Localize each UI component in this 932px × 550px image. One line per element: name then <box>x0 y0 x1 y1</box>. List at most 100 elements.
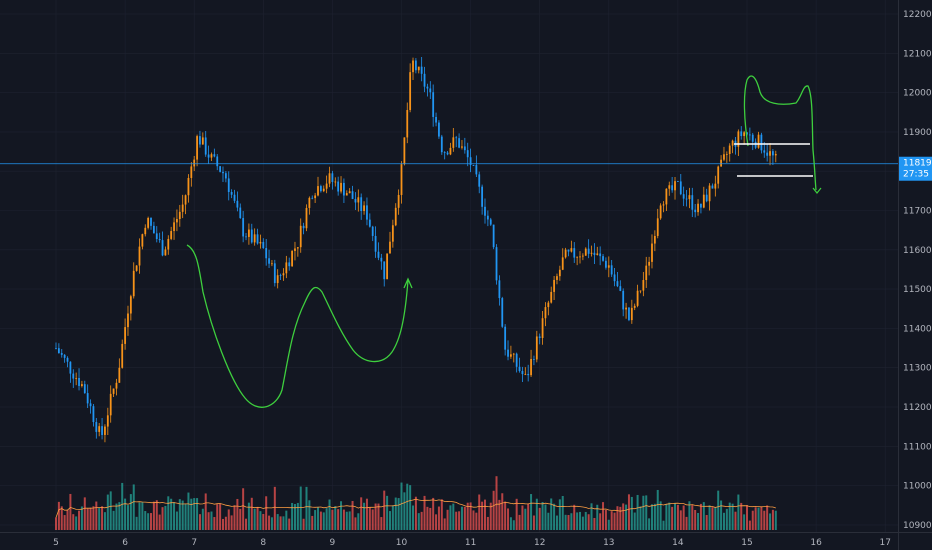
drawing-arrowhead[interactable] <box>403 277 413 289</box>
candle-body <box>319 186 322 192</box>
candle-body <box>253 234 256 243</box>
volume-bar <box>250 497 253 530</box>
time-axis[interactable]: 5 6 7 8 9 10 11 12 13 14 15 16 17 <box>0 532 932 549</box>
candle-body <box>628 307 630 321</box>
candle-body <box>426 86 429 89</box>
candle-body <box>688 195 691 200</box>
volume-bar <box>766 505 769 530</box>
volume-bar <box>331 509 334 530</box>
volume-bar <box>547 512 550 530</box>
candle-body <box>556 276 558 280</box>
volume-bar <box>458 511 461 530</box>
volume-bar <box>112 510 115 530</box>
time-tick-label: 15 <box>741 538 752 548</box>
volume-bar <box>181 500 184 530</box>
candle-body <box>276 275 279 284</box>
volume-bar <box>619 506 622 530</box>
volume-bar <box>72 514 75 530</box>
volume-bar <box>55 517 57 530</box>
volume-bar <box>106 494 109 530</box>
candle-body <box>299 225 302 248</box>
price-tick-label: 12100.0 <box>903 49 932 59</box>
volume-bar <box>751 510 754 530</box>
candle-body <box>164 249 167 256</box>
volume-bar <box>328 499 331 530</box>
candle-body <box>648 261 651 266</box>
volume-bar <box>101 506 104 530</box>
candle-body <box>700 203 702 208</box>
volume-bar <box>754 507 757 530</box>
volume-bar <box>311 515 314 530</box>
candle-body <box>723 154 725 160</box>
volume-bar <box>265 496 268 530</box>
volume-bar <box>337 509 340 530</box>
volume-bar <box>466 502 469 530</box>
volume-bar <box>527 503 530 530</box>
candle-body <box>109 393 112 416</box>
price-tick-label: 11000.0 <box>903 482 932 492</box>
drawing-ears-outline[interactable] <box>743 75 817 191</box>
volume-bar <box>489 502 492 530</box>
countdown-label: 27:35 <box>903 170 929 180</box>
candle-body <box>651 243 653 262</box>
drawing-projection-curve[interactable] <box>186 244 409 408</box>
candle-body <box>455 137 458 139</box>
time-tick-label: 11 <box>465 538 476 548</box>
candle-body <box>633 305 636 308</box>
candle-body <box>412 60 414 73</box>
volume-bar <box>118 502 121 530</box>
volume-bar <box>688 501 691 530</box>
candle-body <box>510 354 512 357</box>
candle-body <box>645 265 648 281</box>
candle-body <box>187 177 190 196</box>
volume-bar <box>541 501 544 530</box>
volume-bar <box>164 505 167 530</box>
candle-body <box>757 134 760 148</box>
candle-body <box>245 236 247 238</box>
candle-body <box>619 286 622 291</box>
volume-bar <box>532 515 535 530</box>
volume-bar <box>178 499 181 530</box>
volume-bar <box>383 490 386 530</box>
volume-bar <box>98 507 101 530</box>
volume-bar <box>674 503 677 530</box>
drawing-arrowhead-2[interactable] <box>812 187 822 194</box>
candle-body <box>204 137 207 155</box>
candle-body <box>129 296 132 314</box>
candle-body <box>714 183 717 189</box>
candle-body <box>132 270 135 297</box>
volume-bar <box>138 502 141 530</box>
candle-body <box>748 134 751 136</box>
candle-body <box>63 354 66 358</box>
candle-body <box>746 132 748 135</box>
candle-body <box>469 157 472 165</box>
candle-body <box>440 136 443 153</box>
drawings[interactable] <box>186 75 822 408</box>
volume-bar <box>708 505 711 530</box>
volume-bar <box>737 494 740 530</box>
volume-bar <box>665 504 668 530</box>
candle-body <box>420 66 423 74</box>
volume-bar <box>115 503 118 530</box>
volume-bar <box>391 505 394 530</box>
candle-body <box>429 88 432 93</box>
candle-body <box>432 92 435 117</box>
volume-bar <box>319 511 322 530</box>
volume-bar <box>443 518 446 530</box>
volume-bar <box>285 510 288 530</box>
candle-body <box>173 222 175 232</box>
time-tick-label: 9 <box>330 538 336 548</box>
candle-body <box>144 227 147 235</box>
volume-bar <box>426 506 429 530</box>
volume-bar <box>409 485 412 530</box>
volume-bar <box>613 512 616 530</box>
volume-bar <box>728 502 731 530</box>
volume-bar <box>279 516 282 530</box>
volume-bar <box>734 511 737 530</box>
time-tick-label: 8 <box>260 538 266 548</box>
candle-body <box>334 181 337 183</box>
volume-bar <box>481 501 484 530</box>
price-tick-label: 12200.0 <box>903 10 932 20</box>
current-price-label: 11819.0 <box>903 159 932 169</box>
